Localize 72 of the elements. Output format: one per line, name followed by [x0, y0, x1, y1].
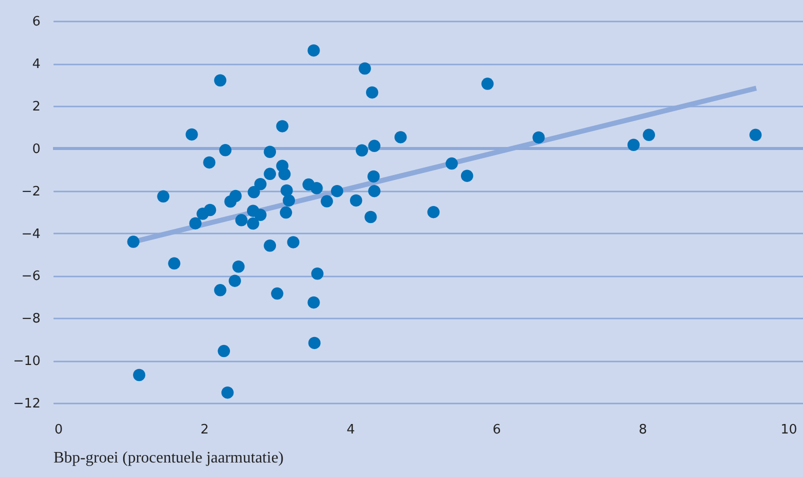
point — [246, 217, 260, 230]
point — [481, 78, 494, 90]
y-tick-label: −10 — [13, 354, 40, 370]
point — [254, 208, 267, 221]
point — [330, 184, 344, 198]
point — [186, 128, 198, 141]
point — [264, 240, 276, 252]
x-tick-label: 0 — [54, 422, 63, 438]
point — [224, 195, 237, 208]
point — [189, 217, 202, 230]
point — [214, 74, 226, 86]
point — [264, 146, 276, 158]
point — [356, 144, 368, 156]
point — [218, 344, 230, 358]
point — [532, 131, 545, 144]
point — [367, 170, 380, 183]
point — [394, 131, 407, 144]
y-tick-label: 0 — [32, 142, 40, 157]
point — [214, 284, 226, 296]
point — [248, 186, 260, 198]
point — [232, 260, 245, 273]
point — [196, 208, 209, 220]
x-tick-label: 10 — [780, 422, 798, 438]
point — [278, 168, 291, 180]
y-tick-label: −12 — [13, 396, 40, 412]
point — [642, 128, 656, 142]
point — [427, 206, 440, 218]
point — [320, 195, 333, 208]
point — [276, 120, 288, 132]
point — [157, 190, 170, 203]
point — [127, 236, 140, 248]
x-axis-title: Bbp-groei (procentuele jaarmutatie) — [54, 450, 284, 466]
x-tick-label: 8 — [638, 422, 647, 438]
point — [308, 336, 321, 350]
point — [368, 184, 380, 198]
point — [133, 368, 146, 382]
point — [366, 86, 378, 99]
point — [350, 194, 362, 207]
point — [254, 178, 267, 190]
point — [368, 140, 380, 152]
point — [235, 214, 248, 226]
y-tick-label: 2 — [32, 100, 40, 115]
point — [627, 138, 640, 151]
point — [219, 144, 232, 156]
point — [308, 44, 320, 57]
point — [311, 268, 324, 280]
point — [282, 194, 296, 207]
point — [271, 287, 284, 300]
point — [364, 210, 377, 224]
point — [168, 257, 180, 270]
y-tick-label: 4 — [32, 57, 40, 72]
point — [460, 170, 474, 182]
x-tick-label: 6 — [492, 422, 501, 438]
point — [310, 182, 323, 194]
point — [308, 296, 320, 309]
point — [280, 184, 293, 197]
point — [749, 128, 762, 142]
point — [287, 236, 300, 248]
y-tick-label: −4 — [21, 226, 40, 242]
x-tick-label: 2 — [200, 422, 209, 438]
y-tick-label: −8 — [21, 312, 40, 327]
point — [264, 168, 276, 180]
point — [228, 274, 241, 287]
point — [358, 62, 371, 75]
point — [203, 156, 216, 169]
point — [280, 206, 292, 219]
y-tick-label: 6 — [32, 14, 40, 30]
y-tick-label: −6 — [21, 269, 40, 284]
point — [446, 157, 458, 170]
y-tick-label: −2 — [21, 184, 40, 200]
x-tick-label: 4 — [346, 422, 355, 438]
point — [221, 386, 234, 399]
